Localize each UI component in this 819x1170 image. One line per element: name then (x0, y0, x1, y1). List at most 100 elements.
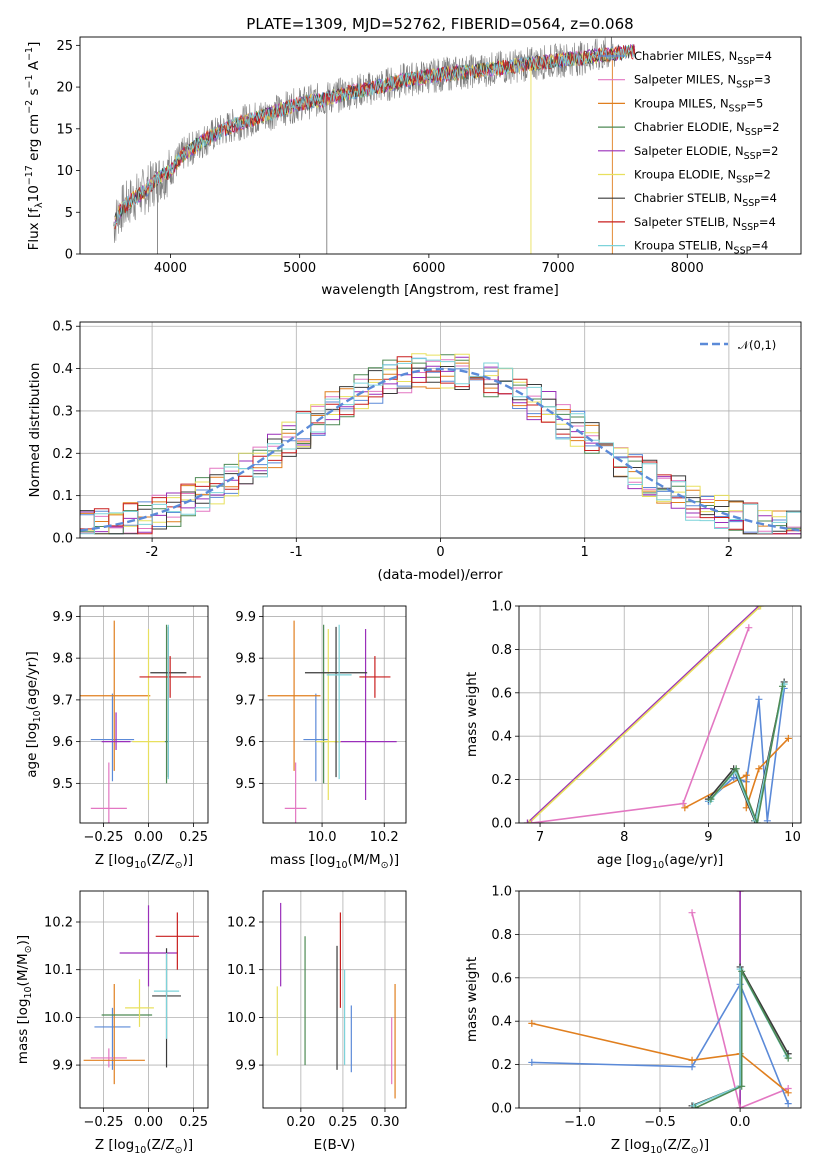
weight-marker (528, 819, 536, 823)
weight-marker (523, 819, 531, 823)
legend-label: Salpeter STELIB, NSSP=4 (634, 215, 776, 233)
x-tick-label: 0.00 (134, 830, 163, 845)
weight-line (707, 688, 785, 821)
x-tick-label: 1 (581, 545, 589, 560)
y-tick-label: 0.6 (491, 971, 512, 986)
y-tick-label: 0.1 (52, 489, 73, 504)
x-tick-label: −0.5 (644, 1115, 676, 1130)
y-tick-label: 20 (56, 81, 73, 96)
x-axis-label: mass [log10(M/M⊙)] (270, 852, 399, 871)
gaussian-curve (80, 367, 801, 532)
weight-marker (528, 1019, 536, 1027)
weight-marker (688, 909, 696, 917)
weight-marker (736, 1104, 744, 1108)
y-tick-label: 0.8 (491, 643, 512, 658)
y-tick-label: 15 (56, 122, 73, 137)
x-tick-label: -2 (146, 545, 159, 560)
y-tick-label: 0.2 (491, 1058, 512, 1073)
y-tick-label: 10.0 (227, 1011, 256, 1026)
x-tick-label: −0.25 (84, 1115, 124, 1130)
weight-marker (732, 765, 740, 773)
y-tick-label: 0.2 (491, 773, 512, 788)
weight-marker (784, 734, 792, 742)
model-spectrum (114, 44, 636, 230)
weight-marker (730, 773, 738, 781)
y-tick-label: 9.5 (52, 777, 73, 792)
x-axis-label: Z [log10(Z/Z⊙)] (95, 1137, 193, 1156)
y-tick-label: 0.2 (52, 447, 73, 462)
legend-label: Salpeter MILES, NSSP=3 (634, 73, 771, 91)
axes-frame (79, 321, 802, 539)
y-axis-label: age [log10(age/yr)] (24, 651, 43, 777)
plot-area-p7 (276, 902, 396, 1099)
weight-marker (528, 1058, 536, 1066)
legend-label: Chabrier STELIB, NSSP=4 (634, 191, 777, 209)
weight-marker (757, 606, 765, 610)
model-spectrum (114, 45, 636, 227)
y-tick-label: 0.4 (491, 730, 512, 745)
weight-line (691, 912, 789, 1108)
y-tick-label: 9.7 (235, 693, 256, 708)
x-tick-label: 8000 (671, 261, 704, 276)
weight-marker (753, 819, 761, 823)
weight-marker (688, 1063, 696, 1071)
y-tick-label: 0.4 (491, 1015, 512, 1030)
weight-marker (784, 1089, 792, 1097)
y-tick-label: 9.9 (235, 610, 256, 625)
y-tick-label: 1.0 (491, 600, 512, 615)
y-tick-label: 9.8 (52, 652, 73, 667)
x-tick-label: −0.25 (84, 830, 124, 845)
x-tick-label: 4000 (154, 261, 187, 276)
x-axis-label: Z [log10(Z/Z⊙)] (611, 1137, 709, 1156)
weight-marker (736, 891, 744, 895)
x-axis-label: E(B-V) (314, 1137, 356, 1153)
y-tick-label: 9.7 (52, 693, 73, 708)
plot-area-p2 (80, 353, 801, 535)
axes-frame (79, 605, 209, 824)
x-tick-label: 10.2 (370, 830, 399, 845)
weight-marker (755, 765, 763, 773)
y-tick-label: 9.9 (52, 610, 73, 625)
y-tick-label: 0.0 (52, 532, 73, 547)
axes-frame (518, 890, 802, 1109)
weight-line (528, 606, 762, 823)
legend-label: Salpeter ELODIE, NSSP=2 (634, 144, 778, 162)
weight-marker (707, 795, 715, 803)
legend-label: Chabrier MILES, NSSP=4 (634, 49, 772, 67)
axes-frame (79, 890, 209, 1109)
weight-line (710, 686, 784, 823)
y-axis-label: Flux [fλ10−17 erg cm−2 s−1 A−1] (24, 42, 45, 251)
weight-marker (755, 695, 763, 703)
weight-line (531, 982, 789, 1104)
x-tick-label: 2 (725, 545, 733, 560)
weight-marker (784, 1100, 792, 1108)
y-tick-label: 10.2 (227, 916, 256, 931)
x-axis-label: wavelength [Angstrom, rest frame] (321, 282, 559, 298)
y-tick-label: 0 (65, 248, 73, 263)
y-axis-label: mass [log10(M/M⊙)] (15, 935, 34, 1064)
plot-area-p8 (528, 891, 792, 1108)
weight-marker (688, 1056, 696, 1064)
y-axis-label: mass weight (464, 672, 480, 757)
x-tick-label: 8 (620, 830, 628, 845)
weight-marker (784, 1054, 792, 1062)
x-tick-label: 7 (536, 830, 544, 845)
legend-label-gaussian: 𝒩(0,1) (738, 338, 776, 352)
weight-marker (738, 1082, 746, 1090)
weight-marker (763, 817, 771, 823)
x-tick-label: 0.25 (328, 1115, 357, 1130)
weight-marker (525, 819, 533, 823)
x-tick-label: 5000 (283, 261, 316, 276)
y-tick-label: 10.0 (44, 1011, 73, 1026)
y-tick-label: 0.8 (491, 928, 512, 943)
legend-label: Kroupa MILES, NSSP=5 (634, 96, 763, 114)
weight-marker (681, 804, 689, 812)
x-tick-label: -1 (290, 545, 303, 560)
plot-area-p4 (267, 620, 397, 823)
y-tick-label: 9.6 (52, 735, 73, 750)
legend-label: Chabrier ELODIE, NSSP=2 (634, 120, 780, 138)
x-tick-label: 10.0 (308, 830, 337, 845)
y-tick-label: 0.5 (52, 320, 73, 335)
y-tick-label: 0.0 (491, 817, 512, 832)
